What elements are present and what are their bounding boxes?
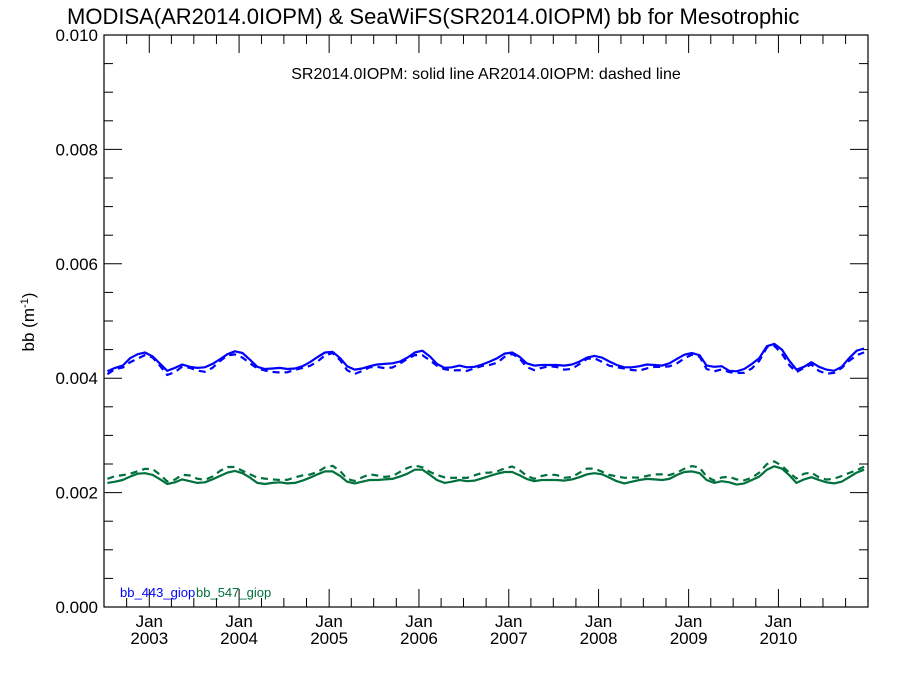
x-tick-label-month: Jan xyxy=(765,612,792,631)
chart-title: MODISA(AR2014.0IOPM) & SeaWiFS(SR2014.0I… xyxy=(67,4,799,29)
series-line-bb_443_giop-dashed xyxy=(106,344,865,377)
x-tick-label-month: Jan xyxy=(675,612,702,631)
x-tick-label-year: 2010 xyxy=(760,629,798,648)
x-tick-label-month: Jan xyxy=(136,612,163,631)
y-axis-label-sup: -1 xyxy=(19,298,31,308)
x-tick-label-year: 2003 xyxy=(130,629,168,648)
x-tick-label-month: Jan xyxy=(495,612,522,631)
x-tick-label-year: 2009 xyxy=(670,629,708,648)
y-tick-label: 0.002 xyxy=(55,484,98,503)
y-axis-label: bb (m-1) xyxy=(19,293,38,352)
y-tick-label: 0.004 xyxy=(55,369,98,388)
x-tick-label-month: Jan xyxy=(315,612,342,631)
chart-annotation: SR2014.0IOPM: solid line AR2014.0IOPM: d… xyxy=(291,66,681,83)
y-tick-label: 0.008 xyxy=(55,140,98,159)
x-tick-label-year: 2007 xyxy=(490,629,528,648)
series-line-bb_547_giop-solid xyxy=(107,465,865,486)
legend-item: bb_443_giop xyxy=(120,585,195,600)
x-tick-label-year: 2004 xyxy=(220,629,258,648)
plot-frame xyxy=(103,34,869,608)
series-line-bb_547_giop-dashed xyxy=(107,460,865,483)
x-tick-label-month: Jan xyxy=(585,612,612,631)
y-axis-label-close: ) xyxy=(19,293,38,299)
x-tick-label-month: Jan xyxy=(225,612,252,631)
x-tick-label-year: 2005 xyxy=(310,629,348,648)
y-tick-label: 0.000 xyxy=(55,598,98,617)
x-axis: Jan2003Jan2004Jan2005Jan2006Jan2007Jan20… xyxy=(126,35,847,648)
x-tick-label-year: 2008 xyxy=(580,629,618,648)
y-axis-label-main: bb (m xyxy=(19,308,38,351)
legend-item: bb_547_giop xyxy=(196,585,271,600)
series-layer xyxy=(106,342,865,486)
legend: bb_443_giop bb_547_giop xyxy=(120,585,271,600)
y-axis: 0.000 0.002 0.004 0.006 0.008 0.010 xyxy=(55,26,868,617)
series-line-bb_443_giop-solid xyxy=(106,342,865,373)
x-tick-label-year: 2006 xyxy=(400,629,438,648)
y-tick-label: 0.010 xyxy=(55,26,98,45)
x-tick-label-month: Jan xyxy=(405,612,432,631)
y-tick-label: 0.006 xyxy=(55,255,98,274)
